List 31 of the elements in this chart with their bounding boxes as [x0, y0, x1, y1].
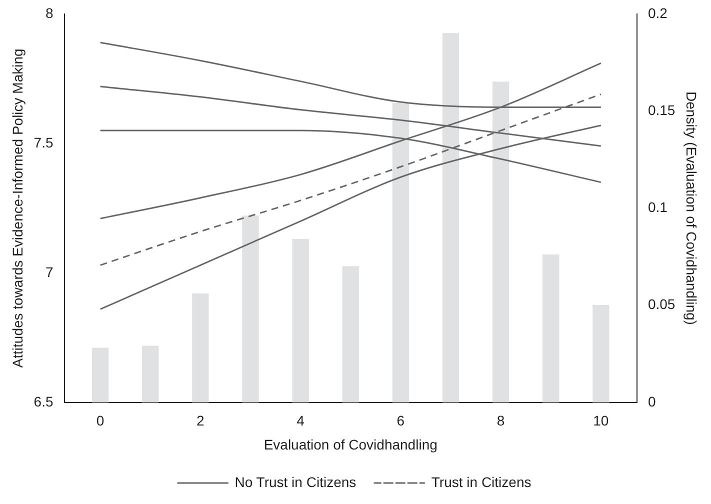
y-tick-label: 7: [45, 264, 54, 280]
bar: [592, 304, 610, 402]
legend-label: No Trust in Citizens: [234, 474, 356, 490]
bar: [192, 293, 209, 402]
bar: [92, 348, 109, 402]
bar: [492, 82, 510, 402]
x-tick-label: 8: [496, 412, 505, 429]
y2-tick-label: 0.05: [648, 296, 676, 312]
y2-tick-label: 0.15: [648, 102, 676, 118]
bar: [342, 266, 359, 402]
x-tick-label: 2: [196, 412, 205, 429]
y-axis-title: Attitudes towards Evidence-Informed Policy Making: [9, 48, 26, 368]
y-tick-label: 7.5: [34, 134, 54, 150]
bar: [292, 238, 309, 402]
y2-tick-label: 0.2: [648, 4, 668, 21]
bar: [542, 254, 560, 402]
y-tick-label: 6.5: [34, 393, 54, 410]
y2-tick-label: 0: [648, 393, 656, 410]
x-tick-label: 10: [593, 412, 609, 429]
x-tick-label: 4: [296, 412, 305, 429]
x-tick-label: 0: [96, 412, 104, 429]
bar: [242, 216, 259, 402]
x-tick-label: 6: [396, 412, 405, 429]
x-axis-title: Evaluation of Covidhandling: [264, 436, 438, 452]
legend-label: Trust in Citizens: [431, 474, 532, 490]
bar: [392, 103, 409, 402]
bar: [442, 33, 460, 402]
y2-axis-title: Density (Evaluation of Covidhandling): [684, 91, 700, 325]
y-tick-label: 8: [45, 4, 54, 21]
y2-tick-label: 0.1: [648, 199, 668, 216]
bar: [142, 346, 159, 402]
